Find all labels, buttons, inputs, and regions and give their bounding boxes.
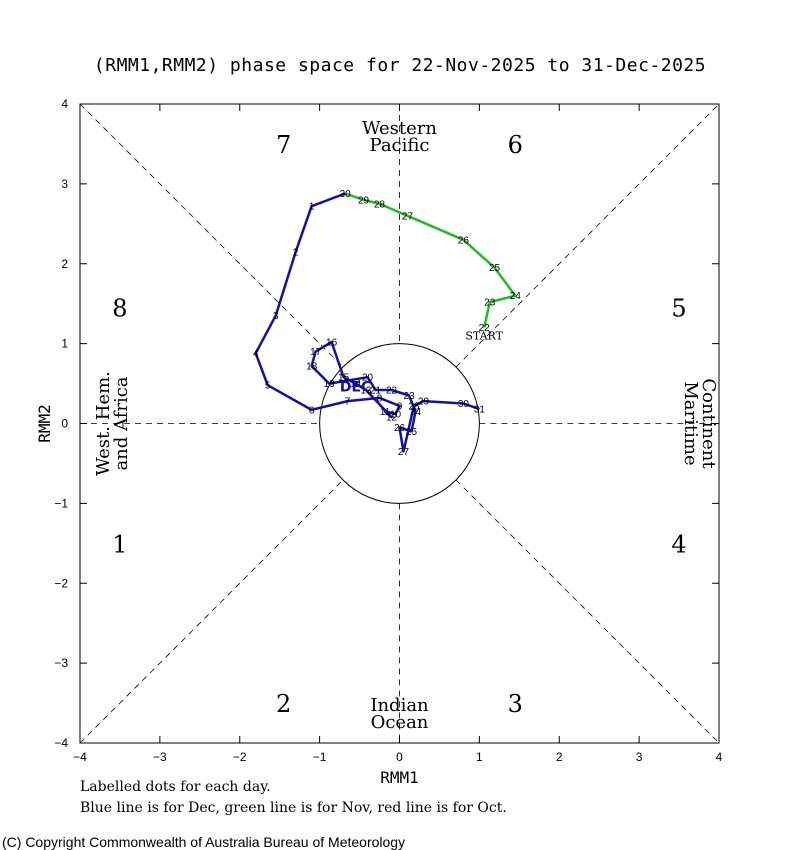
day-label: 23 xyxy=(484,298,496,309)
axis-labels: RMM1 RMM2 xyxy=(35,404,419,787)
day-label: 9 xyxy=(397,401,403,412)
day-label: 6 xyxy=(309,405,315,416)
day-label: 8 xyxy=(377,393,383,404)
day-label: 2 xyxy=(293,247,299,258)
day-label: 25 xyxy=(406,427,418,438)
day-label: 26 xyxy=(394,423,406,434)
day-label: 17 xyxy=(310,347,322,358)
day-label: 23 xyxy=(404,391,416,402)
day-label: 1 xyxy=(309,202,315,213)
day-label: 28 xyxy=(408,401,420,412)
x-tick-label: −4 xyxy=(73,750,87,764)
phase-label-5: 5 xyxy=(671,295,686,323)
diagonal-line xyxy=(79,479,344,744)
x-tick-label: −1 xyxy=(313,750,327,764)
phase-label-1: 1 xyxy=(112,530,127,558)
day-label: 26 xyxy=(458,235,470,246)
y-tick-label: 0 xyxy=(61,417,68,431)
series-line-nov xyxy=(344,192,517,328)
region-label-indian-ocean: Ocean xyxy=(371,712,429,733)
diagonal-line xyxy=(79,103,344,368)
day-label: 3 xyxy=(273,311,279,322)
day-label: 24 xyxy=(410,407,422,418)
region-label-indian-ocean: Indian xyxy=(370,695,429,716)
day-label: 13 xyxy=(360,385,372,396)
day-label: 25 xyxy=(489,263,501,274)
day-label: 31 xyxy=(474,405,486,416)
day-label: 18 xyxy=(306,361,318,372)
x-tick-label: 4 xyxy=(716,750,723,764)
diagonal-line xyxy=(455,103,720,368)
x-tick-label: −3 xyxy=(153,750,167,764)
y-tick-label: −4 xyxy=(54,736,68,750)
day-label: 12 xyxy=(386,413,398,424)
day-label: 19 xyxy=(324,379,336,390)
region-label-maritime-continent: Maritime xyxy=(680,381,701,465)
chart-title: (RMM1,RMM2) phase space for 22-Nov-2025 … xyxy=(93,55,707,76)
diagonal-line xyxy=(455,479,720,744)
x-tick-label: 1 xyxy=(476,750,483,764)
day-label: 30 xyxy=(340,189,352,200)
day-label: 7 xyxy=(345,397,351,408)
series-line-dec xyxy=(254,192,480,453)
copyright-notice: (C) Copyright Commonwealth of Australia … xyxy=(2,834,406,850)
day-label: 29 xyxy=(358,195,370,206)
day-label: 10 xyxy=(390,409,402,420)
day-label: 11 xyxy=(380,407,391,418)
day-label: 22 xyxy=(479,323,491,334)
y-tick-label: −3 xyxy=(54,656,68,670)
guide-lines xyxy=(79,103,720,744)
day-label: 20 xyxy=(362,373,374,384)
day-label: 16 xyxy=(326,338,338,349)
day-label: 27 xyxy=(402,211,414,222)
day-label: 30 xyxy=(458,399,470,410)
x-axis-label: RMM1 xyxy=(380,768,419,787)
region-label-western-pacific: Western xyxy=(362,118,437,139)
day-label: 21 xyxy=(370,385,382,396)
start-label: START xyxy=(465,330,503,343)
unit-circle xyxy=(319,343,480,504)
day-label: 24 xyxy=(510,291,522,302)
phase-label-2: 2 xyxy=(276,690,291,718)
region-label-maritime-continent: Continent xyxy=(698,378,719,469)
day-label: 27 xyxy=(398,447,410,458)
phase-label-7: 7 xyxy=(276,131,291,159)
x-tick-label: 0 xyxy=(396,750,403,764)
y-tick-label: 2 xyxy=(61,257,68,271)
y-tick-label: 4 xyxy=(61,97,68,111)
region-label-western-pacific: Pacific xyxy=(370,135,430,156)
phase-label-8: 8 xyxy=(112,295,127,323)
day-label: 22 xyxy=(386,385,398,396)
note-labelled-dots: Labelled dots for each day. xyxy=(80,779,271,795)
y-axis-label: RMM2 xyxy=(35,404,54,443)
note-line-colors: Blue line is for Dec, green line is for … xyxy=(80,800,507,816)
day-label: 4 xyxy=(253,349,259,360)
month-label-dec: DEC xyxy=(340,380,371,396)
phase-label-4: 4 xyxy=(671,530,686,558)
day-label: 15 xyxy=(338,373,350,384)
x-tick-label: 2 xyxy=(556,750,563,764)
region-label-west-hem: and Africa xyxy=(111,376,132,470)
phase-label-6: 6 xyxy=(508,131,523,159)
region-label-west-hem: West. Hem. xyxy=(93,371,114,476)
x-tick-label: 3 xyxy=(636,750,643,764)
x-tick-label: −2 xyxy=(233,750,247,764)
day-label: 5 xyxy=(265,381,271,392)
day-label: 29 xyxy=(418,397,430,408)
day-label: 14 xyxy=(350,379,362,390)
series-lines xyxy=(254,192,517,453)
y-tick-label: −2 xyxy=(54,576,68,590)
y-tick-label: −1 xyxy=(54,496,68,510)
y-tick-label: 1 xyxy=(61,337,68,351)
y-tick-label: 3 xyxy=(61,177,68,191)
day-label: 28 xyxy=(374,199,386,210)
phase-label-3: 3 xyxy=(508,690,523,718)
